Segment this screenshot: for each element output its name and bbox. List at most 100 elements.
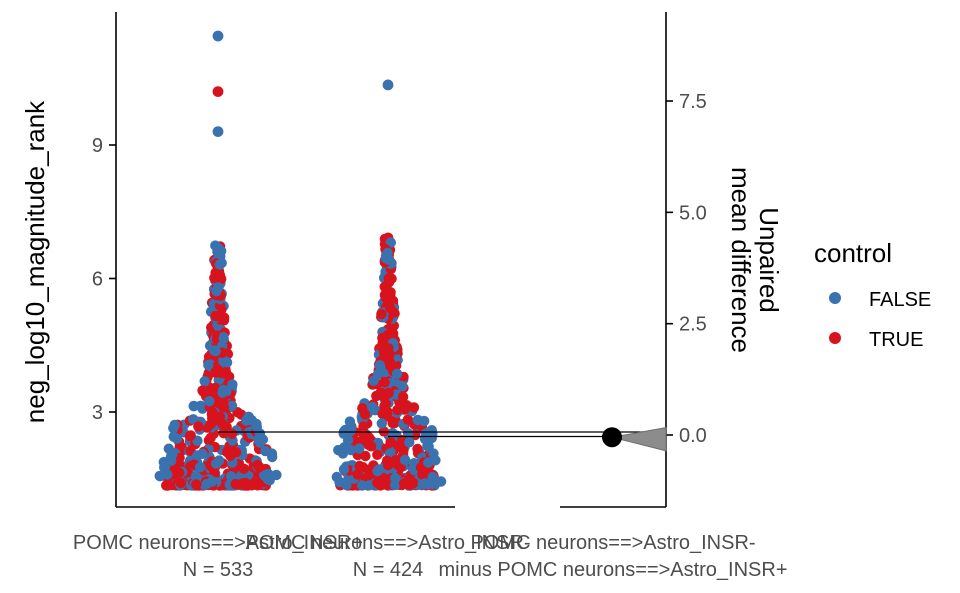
right-tick-label: 0.0 xyxy=(679,425,707,447)
point-true xyxy=(383,273,394,284)
point-false xyxy=(188,414,199,425)
point-true xyxy=(352,469,363,480)
point-false xyxy=(256,433,267,445)
point-false xyxy=(225,471,237,482)
point-true xyxy=(377,332,388,344)
point-true xyxy=(220,366,232,378)
left-axis-ticks: 3 6 9 xyxy=(92,135,116,424)
point-true xyxy=(226,428,238,439)
legend-label-false: FALSE xyxy=(869,289,931,311)
point-true xyxy=(184,431,195,442)
point-true xyxy=(253,479,264,490)
point-true xyxy=(398,478,410,489)
point-true xyxy=(360,450,371,462)
point-true xyxy=(252,459,263,471)
point-true xyxy=(376,308,387,320)
point-false xyxy=(226,400,238,411)
point-true xyxy=(387,417,398,429)
point-false xyxy=(339,442,350,453)
point-false xyxy=(382,247,393,259)
point-true xyxy=(402,414,414,425)
point-true xyxy=(218,402,230,413)
point-false xyxy=(210,346,221,357)
contrast-label-line2: minus POMC neurons==>Astro_INSR+ xyxy=(438,559,787,581)
point-true xyxy=(175,477,187,489)
outlier-point xyxy=(212,86,224,97)
point-false xyxy=(207,476,218,487)
left-axis-title: neg_log10_magnitude_rank xyxy=(20,100,50,423)
point-true xyxy=(380,398,391,410)
point-false xyxy=(204,396,215,407)
point-false xyxy=(227,379,238,390)
point-false xyxy=(404,437,415,448)
point-false xyxy=(199,376,210,387)
point-true xyxy=(383,407,394,418)
point-false xyxy=(397,381,408,392)
point-true xyxy=(380,292,392,304)
right-axis-title-line1: Unpaired xyxy=(754,207,784,313)
point-true xyxy=(191,479,202,490)
outlier-point xyxy=(382,79,394,91)
point-false xyxy=(357,480,368,491)
effect-size xyxy=(218,427,667,452)
point-true xyxy=(385,437,396,448)
point-true xyxy=(365,441,377,452)
right-axis-ticks: 0.0 2.5 5.0 7.5 xyxy=(666,91,707,447)
point-false xyxy=(367,401,378,413)
left-tick-label: 6 xyxy=(92,269,103,291)
bootstrap-distribution xyxy=(611,427,667,452)
outlier-point xyxy=(212,126,224,137)
point-false xyxy=(354,443,365,454)
point-false xyxy=(211,286,222,297)
group-label-2: POMC neurons==>Astro_INSR- xyxy=(245,532,530,554)
group-n-1: N = 533 xyxy=(183,559,254,581)
point-true xyxy=(372,449,383,460)
point-true xyxy=(390,454,402,466)
point-false xyxy=(435,476,447,487)
point-true xyxy=(238,463,250,474)
point-false xyxy=(203,359,214,371)
point-true xyxy=(218,428,229,439)
legend-swatch-false xyxy=(829,292,841,304)
point-false xyxy=(263,468,274,480)
point-false xyxy=(168,431,179,442)
point-false xyxy=(197,448,208,459)
point-true xyxy=(375,387,386,398)
point-false xyxy=(212,246,223,257)
point-true xyxy=(205,432,216,444)
point-true xyxy=(388,307,399,318)
legend-swatch-true xyxy=(829,332,841,344)
axes xyxy=(115,12,667,508)
point-false xyxy=(155,471,166,482)
contrast-label-line1: POMC neurons==>Astro_INSR- xyxy=(470,532,755,554)
group-label-1: POMC neurons==>Astro_INSR+ xyxy=(73,532,363,554)
point-false xyxy=(338,464,350,475)
point-true xyxy=(412,443,423,455)
mean-difference-point xyxy=(602,427,622,448)
point-false xyxy=(419,478,431,489)
point-true xyxy=(198,386,209,397)
point-false xyxy=(214,259,226,270)
point-false xyxy=(260,445,271,457)
point-false xyxy=(165,451,177,463)
point-false xyxy=(427,477,438,489)
point-false xyxy=(194,462,206,473)
point-true xyxy=(398,445,409,456)
point-false xyxy=(412,414,423,426)
point-true xyxy=(230,478,241,490)
right-tick-label: 5.0 xyxy=(679,202,707,224)
point-false xyxy=(376,418,387,429)
point-true xyxy=(397,391,409,403)
point-false xyxy=(374,360,385,371)
point-true xyxy=(193,421,204,432)
right-tick-label: 7.5 xyxy=(679,91,707,113)
point-true xyxy=(408,402,420,413)
legend: control FALSE TRUE xyxy=(814,238,931,351)
point-true xyxy=(174,467,185,478)
point-true xyxy=(225,450,236,461)
point-true xyxy=(383,343,394,354)
point-false xyxy=(402,428,414,439)
point-true xyxy=(417,469,428,480)
